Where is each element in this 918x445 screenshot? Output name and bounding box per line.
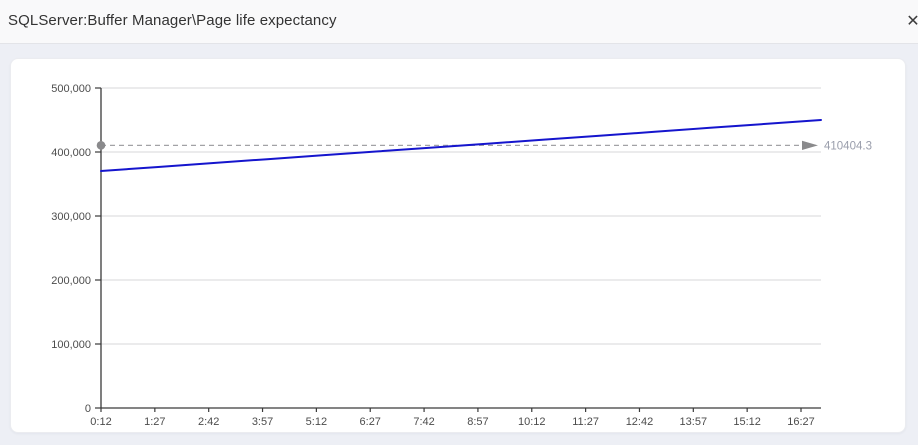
y-axis-label: 100,000 [51,339,91,351]
x-axis-label: 11:27 [572,416,599,428]
x-axis-label: 12:42 [626,416,654,428]
y-axis-label: 500,000 [51,83,91,95]
y-axis-label: 200,000 [51,275,91,287]
y-axis-label: 400,000 [51,147,91,159]
y-axis-label: 0 [85,403,91,415]
chart-card: 0 100,000 200,000 300,000 400,000 500,000 0:12… [10,58,906,433]
annotation-label: 410404.3 [824,140,872,152]
panel-title: SQLServer:Buffer Manager\Page life expec… [8,12,337,29]
x-axis-label: 2:42 [198,416,219,428]
x-axis-label: 7:42 [413,416,434,428]
line-chart: 0 100,000 200,000 300,000 400,000 500,000 0:12… [51,83,872,428]
x-axis-label: 10:12 [518,416,546,428]
annotation-dot [96,141,106,150]
x-axis-label: 0:12 [90,416,111,428]
annotation-arrow-icon [802,140,818,150]
y-axis-label: 300,000 [51,211,91,223]
panel-header: SQLServer:Buffer Manager\Page life expec… [0,0,918,44]
x-axis-label: 13:57 [680,416,708,428]
series-line [100,119,822,172]
x-axis-label: 8:57 [467,416,488,428]
x-axis-label: 5:12 [306,416,327,428]
x-axis-label: 15:12 [733,416,761,428]
x-axis-label: 1:27 [144,416,165,428]
x-axis-label: 6:27 [360,416,381,428]
x-axis-label: 16:27 [787,416,815,428]
x-axis-label: 3:57 [252,416,273,428]
close-icon[interactable]: ✕ [906,13,918,30]
